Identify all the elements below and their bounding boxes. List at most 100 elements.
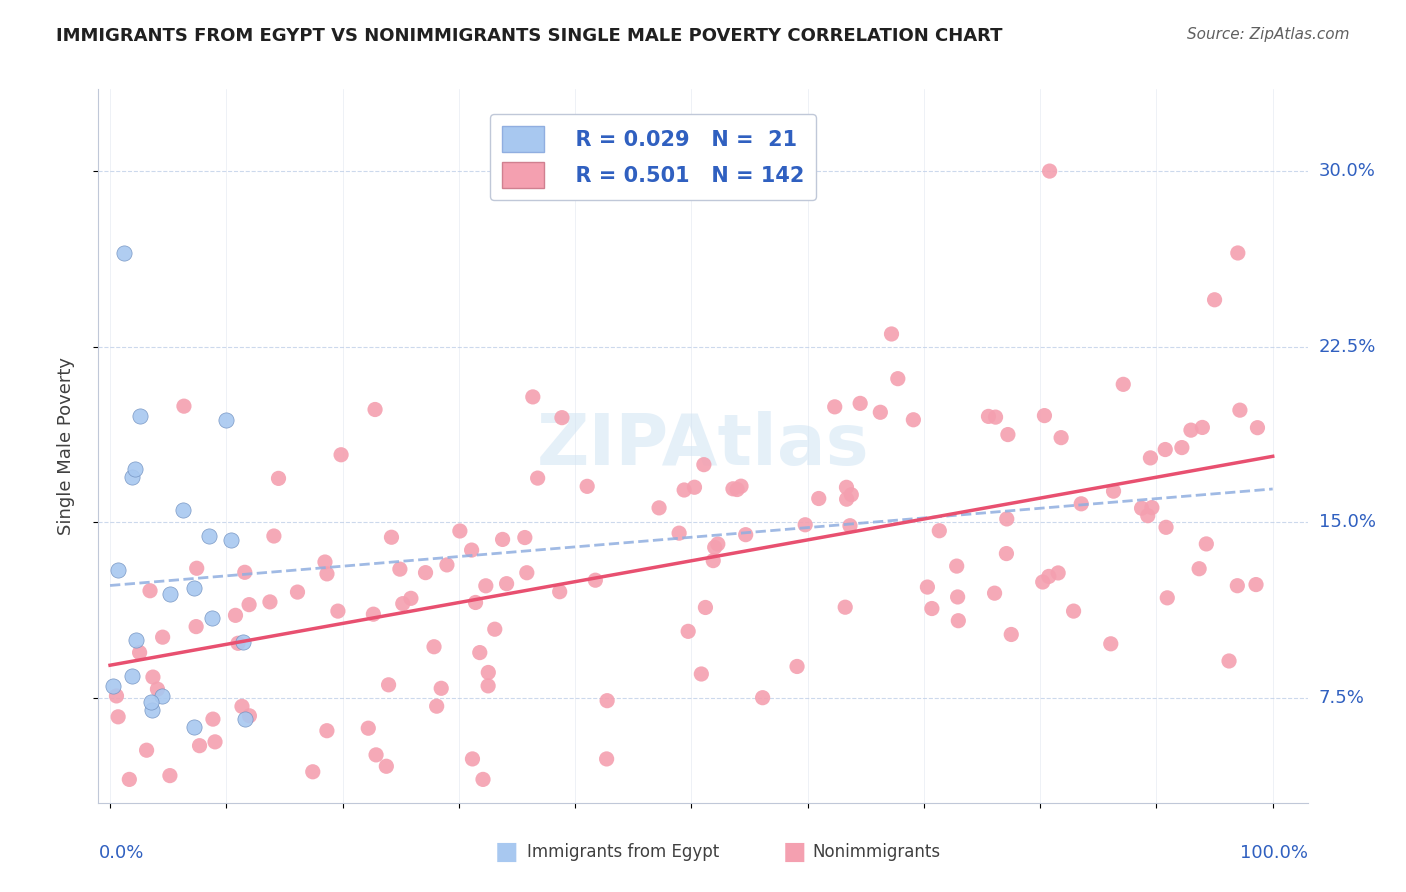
Text: ■: ■ (495, 840, 517, 863)
Point (786, 659, 808, 673)
Point (472, 772, 495, 787)
Point (186, 561, 208, 575)
Point (1050, 431, 1073, 445)
Point (668, 526, 690, 541)
Point (583, 573, 606, 587)
Point (314, 555, 336, 569)
Text: IMMIGRANTS FROM EGYPT VS NONIMMIGRANTS SINGLE MALE POVERTY CORRELATION CHART: IMMIGRANTS FROM EGYPT VS NONIMMIGRANTS S… (56, 27, 1002, 45)
Point (477, 665, 499, 680)
Point (267, 471, 290, 485)
Point (141, 703, 163, 717)
Point (238, 708, 260, 723)
Point (430, 681, 453, 696)
Point (807, 491, 830, 506)
Point (183, 719, 205, 733)
Point (995, 547, 1018, 561)
Point (357, 721, 380, 735)
Text: 7.5%: 7.5% (1319, 689, 1365, 706)
Point (226, 636, 249, 650)
Point (142, 670, 165, 684)
Point (1154, 520, 1177, 534)
Point (150, 689, 173, 703)
Point (204, 735, 226, 749)
Point (702, 553, 724, 567)
Point (1136, 508, 1159, 523)
Point (188, 739, 211, 753)
Point (1102, 484, 1125, 499)
Point (475, 579, 498, 593)
Text: 30.0%: 30.0% (1319, 162, 1375, 180)
Point (676, 624, 699, 639)
Point (1000, 627, 1022, 641)
Point (1180, 423, 1202, 437)
Legend:   R = 0.029   N =  21,   R = 0.501   N = 142: R = 0.029 N = 21, R = 0.501 N = 142 (489, 114, 817, 200)
Text: 15.0%: 15.0% (1319, 513, 1375, 531)
Point (880, 326, 903, 341)
Point (751, 690, 773, 705)
Point (1246, 420, 1268, 434)
Point (128, 409, 150, 423)
Point (839, 488, 862, 502)
Point (139, 695, 162, 709)
Point (107, 563, 129, 577)
Point (695, 600, 717, 615)
Point (118, 772, 141, 787)
Point (484, 622, 506, 636)
Y-axis label: Single Male Poverty: Single Male Poverty (56, 357, 75, 535)
Point (1038, 569, 1060, 583)
Point (725, 483, 748, 497)
Point (316, 723, 339, 738)
Point (984, 410, 1007, 425)
Point (1039, 164, 1062, 178)
Point (364, 402, 387, 417)
Point (548, 584, 571, 599)
Point (235, 712, 257, 726)
Point (436, 558, 458, 572)
Point (917, 580, 939, 594)
Point (703, 541, 725, 555)
Point (794, 517, 817, 532)
Point (1032, 574, 1054, 589)
Text: Immigrants from Egypt: Immigrants from Egypt (527, 843, 720, 861)
Point (903, 413, 925, 427)
Point (139, 583, 162, 598)
Point (388, 562, 411, 576)
Point (928, 524, 950, 538)
Point (576, 479, 599, 493)
Text: ZIPAtlas: ZIPAtlas (537, 411, 869, 481)
Point (526, 471, 548, 485)
Point (124, 633, 146, 648)
Point (1229, 403, 1251, 417)
Point (201, 712, 224, 726)
Point (977, 409, 1000, 424)
Point (1218, 654, 1240, 668)
Point (464, 595, 486, 609)
Point (849, 396, 872, 410)
Point (1130, 501, 1153, 516)
Point (1112, 377, 1135, 392)
Point (215, 412, 238, 426)
Point (146, 682, 169, 697)
Point (477, 679, 499, 693)
Point (259, 595, 281, 609)
Point (461, 752, 484, 766)
Point (596, 694, 619, 708)
Point (159, 586, 181, 600)
Point (707, 537, 730, 551)
Point (449, 524, 471, 538)
Point (460, 543, 482, 558)
Point (238, 598, 260, 612)
Point (1140, 500, 1163, 515)
Point (834, 600, 856, 615)
Point (491, 533, 513, 547)
Point (835, 480, 858, 494)
Point (152, 630, 174, 644)
Point (1244, 577, 1267, 591)
Point (869, 405, 891, 419)
Point (364, 747, 387, 762)
Point (184, 619, 207, 633)
Text: Nonimmigrants: Nonimmigrants (813, 843, 941, 861)
Text: Source: ZipAtlas.com: Source: ZipAtlas.com (1187, 27, 1350, 42)
Point (1063, 604, 1085, 618)
Point (1154, 442, 1177, 457)
